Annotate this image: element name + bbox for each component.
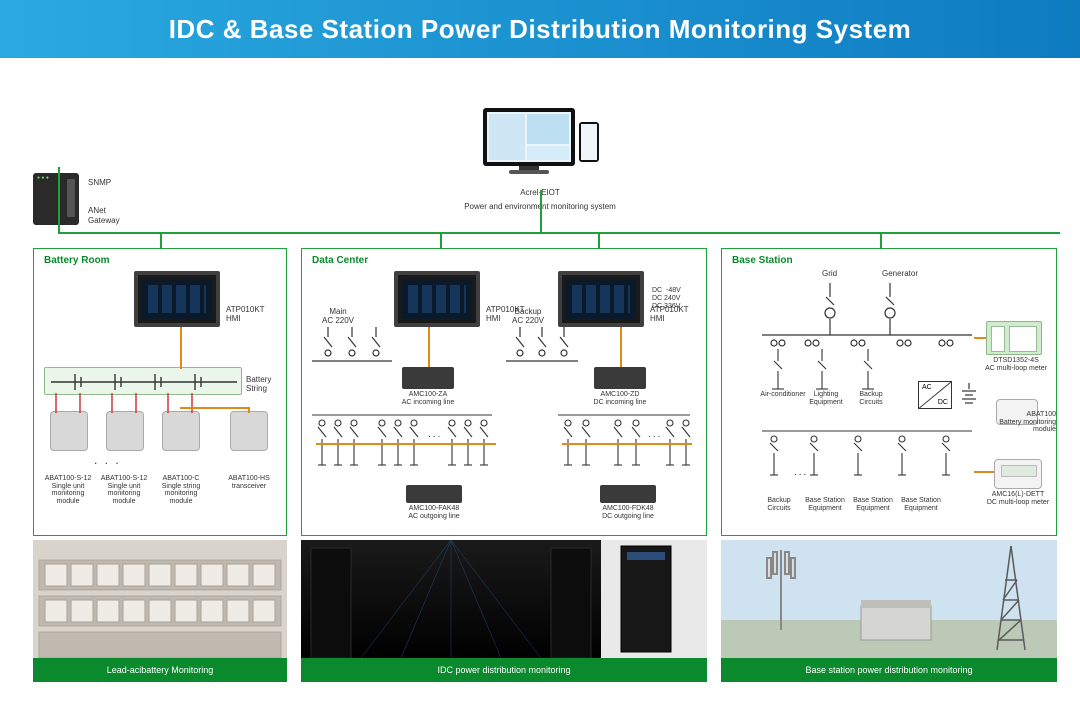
caption-battery: Lead-acibattery Monitoring [33,658,287,682]
grid-label: Grid [822,269,837,278]
section-base-station: Base Station Grid Generator DTSD1352-4S … [721,248,1057,536]
bottom-row: Lead-acibattery Monitoring IDC power dis… [0,540,1080,690]
amc100-fak48 [406,485,462,503]
bs-drop [880,232,882,248]
amc100-zd-label: AMC100-ZD DC incoming line [580,391,660,406]
battery-drop [160,232,162,248]
anet-gateway-label: ANetGateway [88,206,120,225]
anet-gateway-device [33,173,79,225]
dc-hmi-2 [558,271,644,327]
load-lighting: Lighting Equipment [802,391,850,406]
cloud-drop [540,190,542,232]
bus-line [58,232,1060,234]
module-3-label: ABAT100-C Single string monitoring modul… [152,475,210,506]
amc100-fdk48 [600,485,656,503]
amc100-za-label: AMC100-ZA AC incoming line [388,391,468,406]
module-3 [162,411,200,451]
title-bar: IDC & Base Station Power Distribution Mo… [0,0,1080,58]
module-1-label: ABAT100-S-12 Single unit monitoring modu… [40,475,96,506]
data-center-title: Data Center [312,255,368,266]
battery-hmi-label: ATP010KT HMI [226,305,265,323]
load-backup: Backup Circuits [850,391,892,406]
dtsd-label: DTSD1352-4S AC multi-loop meter [978,357,1054,372]
acdc-converter: AC DC [918,381,952,409]
bs-top-sld [762,279,982,351]
amc100-fdk48-label: AMC100-FDK48 DC outgoing line [582,505,674,520]
dtsd-meter [986,321,1042,355]
battery-string-label: Battery String [246,375,286,393]
dc-hmi-1 [394,271,480,327]
section-data-center: Data Center ATP010KT HMI ATP010KT HMI Ma… [301,248,707,536]
monitor-icon [475,104,605,184]
page-title: IDC & Base Station Power Distribution Mo… [169,14,912,45]
module-4 [230,411,268,451]
amc16-label: AMC16(L)-DETT DC multi-loop meter [978,491,1058,506]
battery-string-box [44,367,242,395]
gateway-drop [58,167,60,232]
photo-battery [33,540,287,658]
generator-label: Generator [882,269,918,278]
caption-datacenter: IDC power distribution monitoring [301,658,707,682]
battery-room-title: Battery Room [44,255,110,266]
bs-dc-sld [762,425,982,491]
amc16-meter [994,459,1042,489]
amc100-fak48-label: AMC100-FAK48 AC outgoing line [388,505,480,520]
amc100-za [402,367,454,389]
module-2-label: ABAT100-S-12 Single unit monitoring modu… [96,475,152,506]
battery-icon [958,383,980,407]
caption-basestation: Base station power distribution monitori… [721,658,1057,682]
base-station-title: Base Station [732,255,793,266]
photo-datacenter [301,540,707,658]
photo-basestation [721,540,1057,658]
module-2 [106,411,144,451]
module-1 [50,411,88,451]
amc100-zd [594,367,646,389]
battery-hmi [134,271,220,327]
dc-voltage-label: DC -48V DC 240V DC 336V [652,287,681,311]
section-battery-room: Battery Room ATP010KT HMI Battery String… [33,248,287,536]
dc-drop-2 [598,232,600,248]
snmp-label: SNMP [88,178,111,187]
module-4-label: ABAT100-HS transceiver [220,475,278,490]
dc-drop-1 [440,232,442,248]
